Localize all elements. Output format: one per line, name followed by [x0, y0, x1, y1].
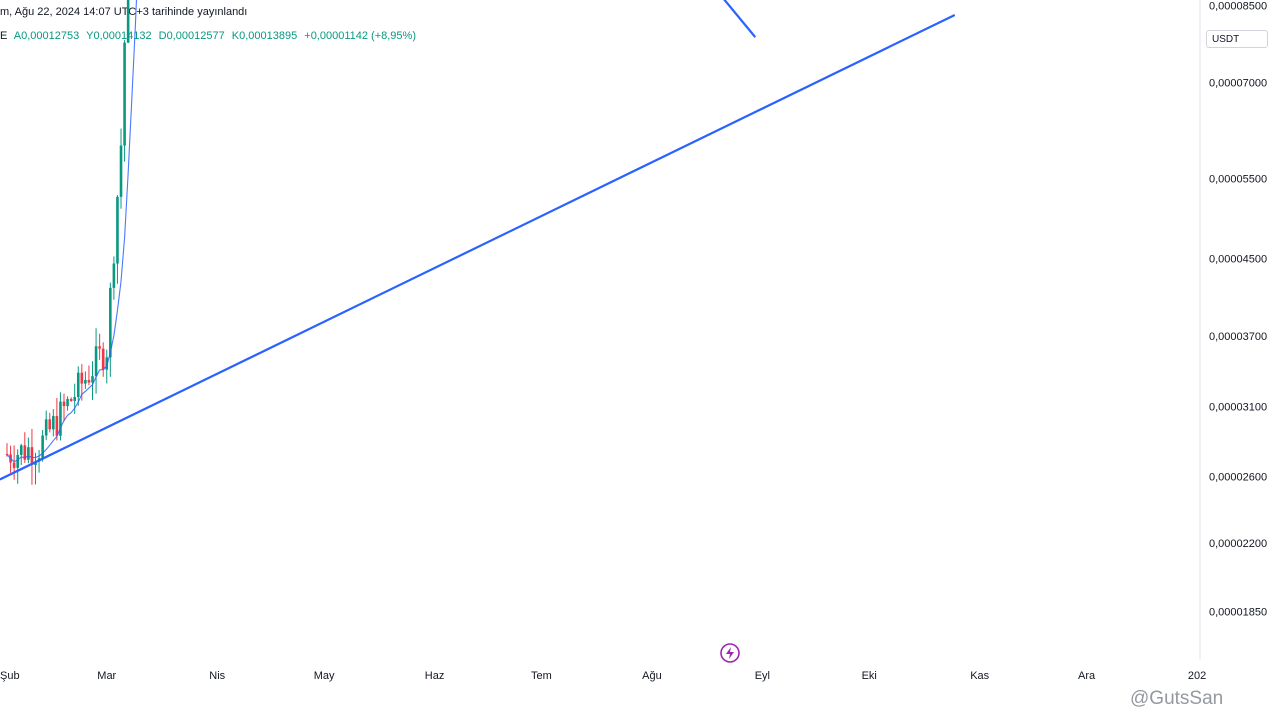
x-tick-label: Haz: [425, 670, 445, 682]
candle-body: [69, 399, 73, 401]
x-tick-label: Eki: [862, 670, 877, 682]
x-tick-label: Şub: [0, 670, 20, 682]
candle-body: [80, 372, 84, 384]
x-tick-label: Ağu: [642, 670, 662, 682]
y-tick-label: 0,00004500: [1209, 253, 1267, 265]
chart-header: m, Ağu 22, 2024 14:07 UTC+3 tarihinde ya…: [0, 6, 248, 18]
y-tick-label: 0,00001850: [1209, 607, 1267, 619]
x-tick-label: Eyl: [755, 670, 770, 682]
x-tick-label: 202: [1188, 670, 1206, 682]
lightning-icon: [726, 647, 734, 659]
watermark: @GutsSan: [1130, 688, 1224, 709]
y-tick-label: 0,00008500: [1209, 1, 1267, 13]
x-tick-label: Kas: [970, 670, 989, 682]
x-tick-label: Ara: [1078, 670, 1096, 682]
candle-body: [94, 346, 98, 377]
candle-body: [123, 42, 126, 146]
candle-body: [16, 454, 19, 468]
candle-body: [84, 380, 87, 384]
candle-body: [73, 397, 76, 401]
currency-selector[interactable]: USDT: [1206, 30, 1268, 48]
candle-body: [87, 380, 91, 383]
y-tick-label: 0,00002200: [1209, 538, 1267, 550]
ohlc-open: A0,00012753: [13, 30, 80, 42]
candle-body: [41, 435, 44, 459]
long-term-support-trendline[interactable]: [0, 13, 956, 481]
candle-body: [119, 145, 123, 197]
moving-average-line: [6, 0, 138, 463]
candle-body: [76, 372, 80, 398]
ohlc-prefix: E: [0, 30, 8, 42]
candle-body: [109, 287, 112, 358]
candle-body: [44, 419, 48, 436]
x-tick-label: Nis: [209, 670, 225, 682]
y-tick-label: 0,00002600: [1209, 471, 1267, 483]
candle-body: [19, 445, 23, 455]
candle-body: [105, 357, 109, 370]
candle-body: [116, 196, 119, 264]
candle-body: [112, 263, 116, 288]
x-tick-label: Tem: [531, 670, 552, 682]
candle-body: [23, 445, 27, 460]
candle-body: [126, 0, 130, 43]
candle-body: [66, 399, 69, 407]
candle-body: [27, 447, 30, 460]
channel-lower-trendline[interactable]: [420, 0, 757, 38]
x-tick-label: Mar: [97, 670, 116, 682]
candle-body: [55, 416, 59, 436]
candle-body: [12, 462, 16, 468]
ohlc-close: K0,00013895: [231, 30, 298, 42]
y-tick-label: 0,00005500: [1209, 174, 1267, 186]
y-tick-label: 0,00003700: [1209, 331, 1267, 343]
candle-body: [62, 401, 66, 407]
x-tick-label: May: [314, 670, 335, 682]
ohlc-low: D0,00012577: [158, 30, 225, 42]
candle-body: [98, 346, 101, 349]
candle-body: [59, 401, 62, 436]
candle-body: [48, 419, 52, 430]
candle-body: [52, 416, 55, 430]
candle-body: [101, 348, 105, 370]
ohlc-change: +0,00001142 (+8,95%): [304, 30, 416, 42]
y-tick-label: 0,00003100: [1209, 401, 1267, 413]
candle-body: [91, 376, 94, 383]
y-tick-label: 0,00007000: [1209, 78, 1267, 90]
candle-body: [30, 447, 34, 465]
